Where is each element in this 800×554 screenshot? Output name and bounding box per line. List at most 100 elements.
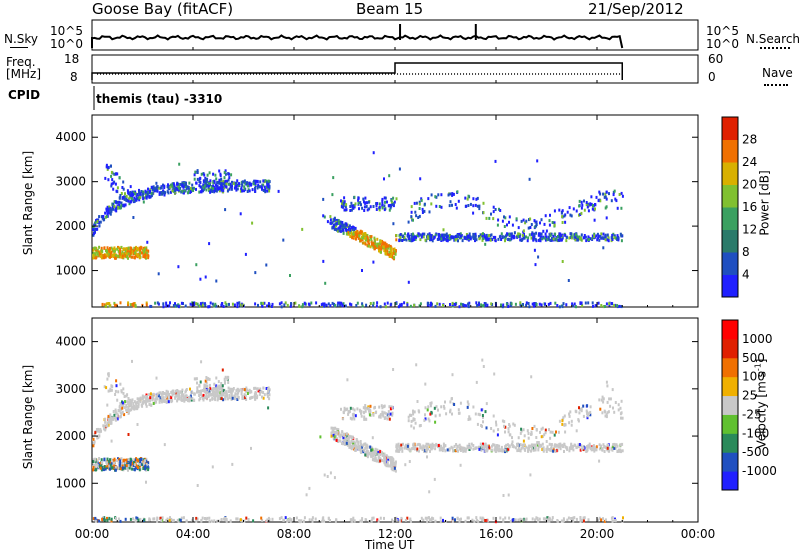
power-echo: [219, 181, 222, 185]
power-echo: [512, 236, 515, 240]
velocity-echo: [122, 387, 125, 391]
power-echo: [616, 234, 619, 238]
power-echo: [181, 184, 184, 188]
power-echo: [263, 301, 266, 305]
velocity-echo: [213, 390, 216, 394]
power-echo: [107, 250, 110, 254]
power-echo: [595, 234, 598, 238]
power-echo: [217, 181, 220, 185]
velocity-echo: [589, 410, 592, 414]
power-echo: [345, 208, 348, 212]
velocity-echo: [534, 518, 537, 522]
velocity-echo: [267, 389, 269, 393]
velocity-echo: [335, 518, 338, 522]
velocity-echo: [137, 518, 140, 522]
power-echo: [580, 233, 583, 237]
power-echo: [110, 184, 113, 188]
power-echo: [92, 248, 95, 252]
power-echo: [535, 303, 538, 306]
power-echo: [589, 237, 592, 241]
velocity-echo: [541, 442, 544, 446]
power-echo: [199, 185, 202, 189]
power-echo: [341, 201, 343, 205]
power-echo: [178, 162, 181, 166]
power-echo: [127, 256, 129, 260]
power-echo: [522, 303, 524, 306]
velocity-echo: [493, 448, 496, 452]
power-echo: [598, 190, 601, 194]
power-echo: [257, 303, 259, 307]
power-echo: [188, 181, 191, 185]
power-echo: [359, 237, 362, 241]
power-echo: [361, 236, 364, 240]
velocity-echo: [109, 419, 112, 422]
power-echo: [132, 302, 135, 306]
power-echo: [402, 234, 405, 238]
power-echo: [175, 187, 178, 191]
velocity-echo: [103, 518, 106, 522]
power-echo: [271, 302, 274, 306]
power-echo: [578, 199, 581, 203]
velocity-echo: [94, 464, 97, 467]
power-echo: [239, 303, 242, 307]
power-echo: [105, 209, 108, 213]
power-echo: [561, 209, 564, 213]
velocity-echo: [98, 457, 101, 460]
power-echo: [558, 208, 561, 212]
velocity-echo: [245, 516, 248, 520]
power-echo: [160, 191, 163, 194]
velocity-echo: [160, 398, 163, 402]
velocity-echo: [106, 464, 109, 468]
power-echo: [112, 207, 114, 211]
power-echo: [569, 213, 572, 217]
velocity-echo: [445, 412, 448, 416]
velocity-echo: [106, 403, 109, 407]
power-echo: [233, 186, 236, 190]
velocity-echo: [537, 446, 540, 450]
velocity-echo: [195, 516, 198, 520]
power-echo: [472, 197, 475, 201]
velocity-echo: [387, 457, 390, 461]
velocity-echo: [582, 448, 585, 451]
power-echo: [129, 251, 132, 255]
velocity-echo: [253, 392, 256, 396]
power-echo: [398, 167, 401, 171]
colorbar-swatch: [722, 184, 738, 208]
power-echo: [208, 182, 211, 185]
power-echo: [561, 215, 564, 219]
power-echo: [331, 221, 334, 225]
velocity-echo: [582, 414, 585, 418]
power-echo: [610, 302, 613, 305]
velocity-echo: [211, 465, 214, 469]
velocity-echo: [527, 436, 530, 440]
velocity-echo: [244, 394, 247, 398]
velocity-echo: [377, 460, 380, 464]
power-echo: [348, 224, 351, 228]
power-echo: [138, 256, 141, 260]
power-echo: [127, 199, 130, 203]
velocity-echo: [595, 445, 598, 449]
power-echo: [143, 250, 146, 254]
velocity-echo: [494, 446, 497, 450]
power-echo: [106, 167, 109, 171]
power-echo: [146, 240, 149, 244]
velocity-echo: [104, 467, 107, 471]
power-echo: [601, 236, 604, 240]
velocity-echo: [265, 387, 268, 390]
velocity-echo: [375, 459, 378, 463]
power-echo: [349, 209, 352, 212]
power-echo: [565, 239, 568, 243]
power-echo: [338, 229, 341, 233]
velocity-echo: [162, 399, 165, 403]
power-echo: [535, 223, 538, 226]
velocity-echo: [252, 519, 255, 523]
velocity-echo: [519, 517, 522, 521]
velocity-echo: [196, 390, 198, 394]
velocity-echo: [535, 428, 538, 432]
velocity-echo: [360, 409, 363, 413]
velocity-echo: [512, 445, 515, 449]
power-echo: [356, 301, 359, 305]
velocity-echo: [147, 468, 150, 472]
power-echo: [240, 186, 243, 190]
power-echo: [366, 234, 369, 237]
